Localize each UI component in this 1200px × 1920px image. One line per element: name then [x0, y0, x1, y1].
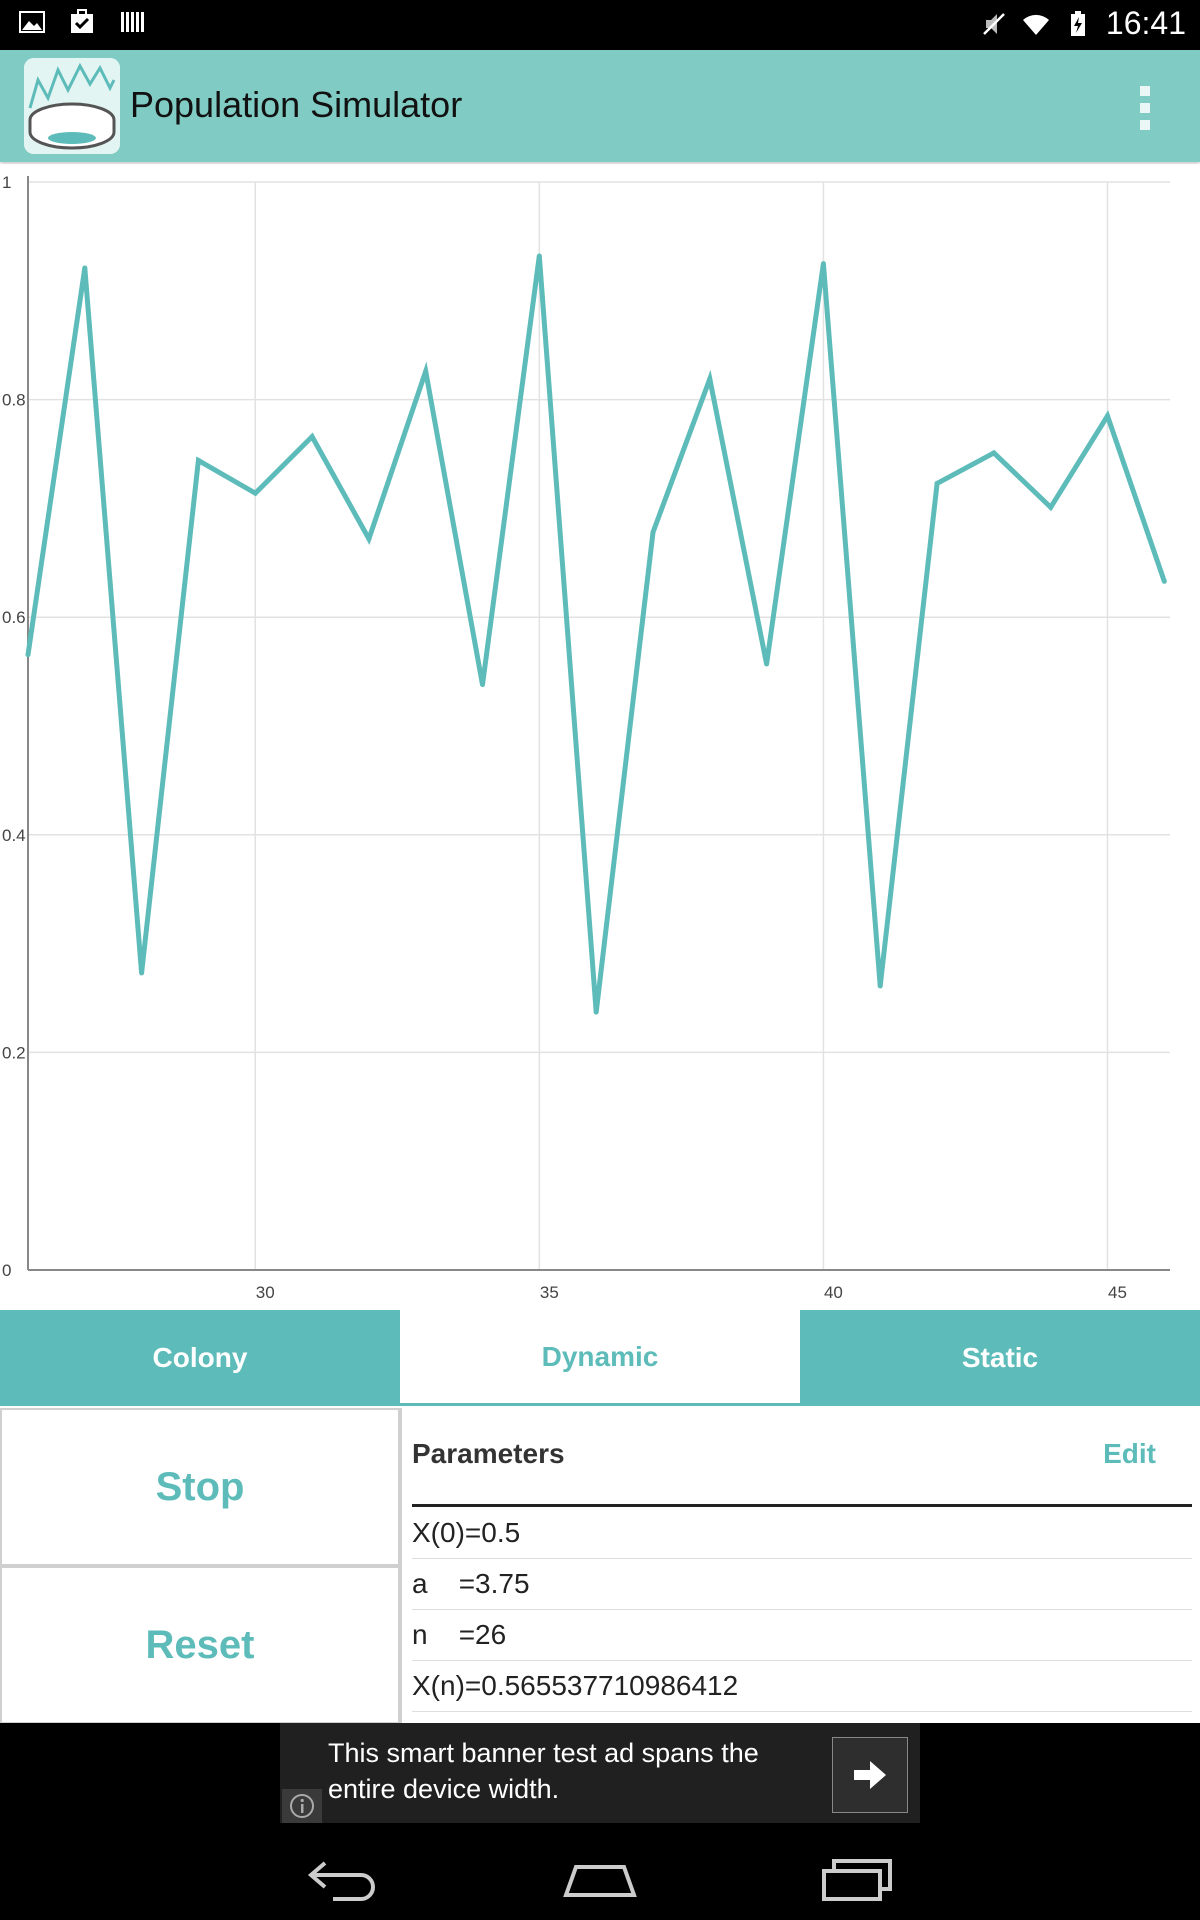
- reset-button[interactable]: Reset: [0, 1566, 400, 1724]
- data-point: [820, 261, 826, 267]
- edit-parameters-button[interactable]: Edit: [1103, 1438, 1156, 1469]
- data-point: [593, 1009, 599, 1015]
- data-point: [480, 682, 486, 688]
- x-tick-label: 30: [256, 1283, 275, 1302]
- barcode-icon: [121, 12, 144, 32]
- data-point: [1161, 578, 1167, 584]
- data-point: [1105, 413, 1111, 419]
- stop-button[interactable]: Stop: [0, 1408, 400, 1566]
- data-point: [195, 458, 201, 464]
- home-icon[interactable]: [560, 1853, 640, 1903]
- gallery-icon: [19, 11, 45, 33]
- data-point: [934, 480, 940, 486]
- population-chart: 0 0.2 0.4 0.6 0.8 1 30 35 40 45: [0, 164, 1200, 1309]
- population-logo-icon[interactable]: [24, 58, 120, 154]
- y-tick-label: 0.6: [2, 608, 26, 627]
- data-point: [423, 368, 429, 374]
- series-line: [25, 255, 1167, 1013]
- data-point: [139, 970, 145, 976]
- simulation-controls: Stop Reset: [0, 1408, 400, 1724]
- y-tick-label: 0.2: [2, 1043, 26, 1062]
- mute-icon: [983, 12, 1005, 35]
- data-point: [707, 376, 713, 382]
- x-tick-label: 35: [540, 1283, 559, 1302]
- status-bar: 16:41: [0, 0, 1200, 50]
- data-point: [764, 661, 770, 667]
- data-point: [650, 529, 656, 535]
- data-point: [25, 652, 31, 658]
- tab-static[interactable]: Static: [800, 1310, 1200, 1406]
- x-tick-label: 45: [1108, 1283, 1127, 1302]
- tab-dynamic[interactable]: Dynamic: [400, 1310, 800, 1406]
- ad-area: This smart banner test ad spans the enti…: [0, 1723, 1200, 1835]
- mode-tabs: Colony Dynamic Static: [0, 1310, 1200, 1406]
- ad-banner[interactable]: This smart banner test ad spans the enti…: [280, 1723, 920, 1823]
- battery-charging-icon: [1070, 10, 1085, 36]
- nav-bar: [0, 1835, 1200, 1920]
- param-n: n =26: [412, 1610, 1192, 1661]
- clock: 16:41: [1105, 5, 1186, 41]
- y-tick-label: 0: [2, 1261, 11, 1280]
- x-tick-label: 40: [824, 1283, 843, 1302]
- parameters-panel: Parameters Edit X(0)=0.5 a =3.75 n =26 X…: [400, 1408, 1200, 1723]
- y-tick-label: 0.8: [2, 391, 26, 410]
- info-icon[interactable]: [282, 1789, 322, 1823]
- parameters-header: Parameters Edit: [412, 1408, 1192, 1507]
- wifi-icon: [1022, 14, 1049, 35]
- param-xn: X(n)=0.565537710986412: [412, 1661, 1192, 1712]
- param-x0: X(0)=0.5: [412, 1508, 1192, 1559]
- app-title: Population Simulator: [130, 84, 463, 125]
- data-point: [252, 490, 258, 496]
- y-tick-label: 1: [2, 173, 11, 192]
- y-tick-label: 0.4: [2, 826, 26, 845]
- app-bar: Population Simulator: [0, 50, 1200, 162]
- param-a: a =3.75: [412, 1559, 1192, 1610]
- task-check-icon: [71, 9, 93, 33]
- recents-icon[interactable]: [818, 1853, 898, 1903]
- ad-text: This smart banner test ad spans the enti…: [328, 1738, 759, 1804]
- chart-svg: 0 0.2 0.4 0.6 0.8 1 30 35 40 45: [2, 173, 1170, 1302]
- parameters-title: Parameters: [412, 1438, 565, 1469]
- overflow-menu-icon[interactable]: [1140, 86, 1150, 130]
- back-icon[interactable]: [303, 1853, 383, 1903]
- data-point: [877, 983, 883, 989]
- data-point: [309, 434, 315, 440]
- arrow-right-icon[interactable]: [832, 1737, 908, 1813]
- data-point: [82, 265, 88, 271]
- data-point: [1048, 504, 1054, 510]
- data-point: [536, 253, 542, 259]
- tab-colony[interactable]: Colony: [0, 1310, 400, 1406]
- data-point: [991, 450, 997, 456]
- data-point: [366, 536, 372, 542]
